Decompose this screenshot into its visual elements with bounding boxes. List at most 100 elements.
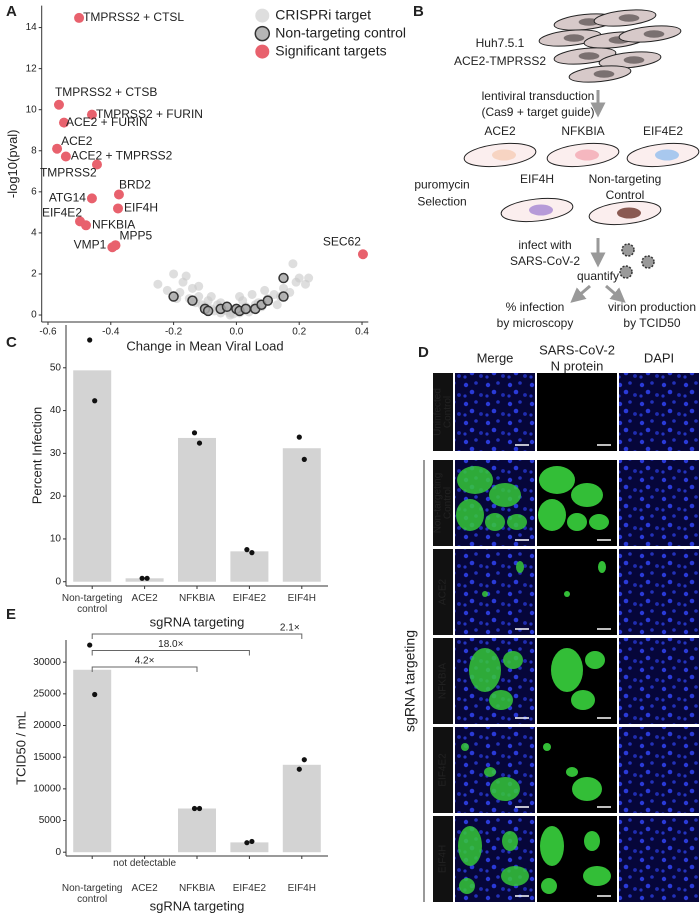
infected-cells [539,466,575,494]
data-point [260,285,270,295]
data-point [262,295,274,306]
row-label-box [433,816,453,902]
infected-cells [584,831,600,851]
infected-cells [566,767,578,777]
y-tick-label: 0 [55,576,61,587]
y-tick-label: 40 [50,405,62,416]
diagram-text: ACE2-TMPRSS2 [454,54,546,68]
row-label-box [433,638,453,724]
data-point [162,285,172,295]
x-tick-label: -0.4 [102,327,120,338]
diagram-text: infect with [518,238,571,252]
data-point [294,273,304,283]
x-tick-label: ACE2 [131,593,158,604]
data-point [113,203,124,214]
data-point [110,240,121,251]
infected-cells [564,591,570,597]
infected-cells [585,651,605,669]
legend-marker [255,44,270,59]
virus [621,243,635,257]
point-label: ACE2 + FURIN [66,115,148,129]
replicate-point [92,398,98,404]
data-point [52,143,63,154]
x-tick-label: NFKBIA [178,593,216,604]
micrograph [619,638,699,724]
x-tick-label: 0.2 [292,327,306,338]
micrograph [537,373,617,451]
diagram-text: by microscopy [497,316,574,330]
nucleus [563,34,585,42]
micrograph [537,549,617,635]
infected-cells [571,483,603,507]
knockout-label: Non-targeting [589,172,662,186]
bar [73,370,112,582]
column-header: DAPI [644,350,674,365]
replicate-point [87,642,93,648]
diagram-text: SARS-CoV-2 [510,254,580,268]
knockout-label: EIF4H [520,172,554,186]
y-tick-label: 6 [31,186,37,197]
replicate-point [191,430,198,436]
replicate-point [296,434,302,440]
replicate-point [144,575,150,581]
x-tick-label: -0.6 [39,327,57,338]
arrow [605,284,626,303]
bar [230,842,269,853]
bar [282,764,321,853]
nucleus [617,207,641,219]
row-label: Non-targeting [433,473,444,534]
y-tick-label: 10000 [33,783,61,794]
virus [619,265,633,279]
nucleus [593,70,615,78]
infected-cells [540,826,564,866]
virus [641,255,655,269]
infected-cells [461,743,469,751]
y-tick-label: 30 [50,448,62,459]
infected-cells [589,514,609,530]
row-label-box [433,549,453,635]
nucleus [618,14,640,22]
legend-marker [254,25,271,42]
infected-cells [489,690,513,710]
y-tick-label: 12 [26,63,38,74]
panel-label: A [6,3,17,20]
data-point [53,99,64,110]
column-header: N protein [551,358,604,373]
legend-label: Non-targeting control [275,24,406,40]
panel-label: C [6,334,17,351]
x-tick-label: Non-targeting control [61,883,123,905]
data-point [235,292,245,302]
bracket-label: 18.0× [158,639,183,650]
replicate-point [196,805,203,812]
legend-label: Significant targets [275,42,386,58]
x-tick-label: EIF4E2 [232,883,267,894]
column-header: Merge [477,350,514,365]
infected-cells [507,514,527,530]
infected-cells [485,513,505,531]
x-tick-label: 0.0 [229,327,243,338]
infected-cells [503,651,523,669]
x-axis-label: sgRNA targeting [150,614,245,629]
y-tick-label: 20000 [33,720,61,731]
infected-cells [571,690,595,710]
infected-cells [458,826,482,866]
replicate-point [249,550,255,556]
replicate-point [196,440,203,446]
point-label: ACE2 + TMPRSS2 [71,149,173,163]
point-label: EIF4H [124,201,158,215]
infected-cells [583,866,611,886]
replicate-point [244,547,250,553]
bar [125,578,164,582]
data-point [86,109,97,120]
knockout-label: ACE2 [484,124,516,138]
row-label: NFKBIA [438,663,449,699]
x-tick-label: EIF4E2 [232,593,267,604]
infected-cells [541,878,557,894]
data-point [202,305,214,317]
diagram-text: Selection [417,195,466,209]
infected-cells [516,561,524,573]
replicate-point [296,766,302,772]
x-tick-label: 0.4 [355,327,369,338]
point-label: NFKBIA [92,217,135,231]
